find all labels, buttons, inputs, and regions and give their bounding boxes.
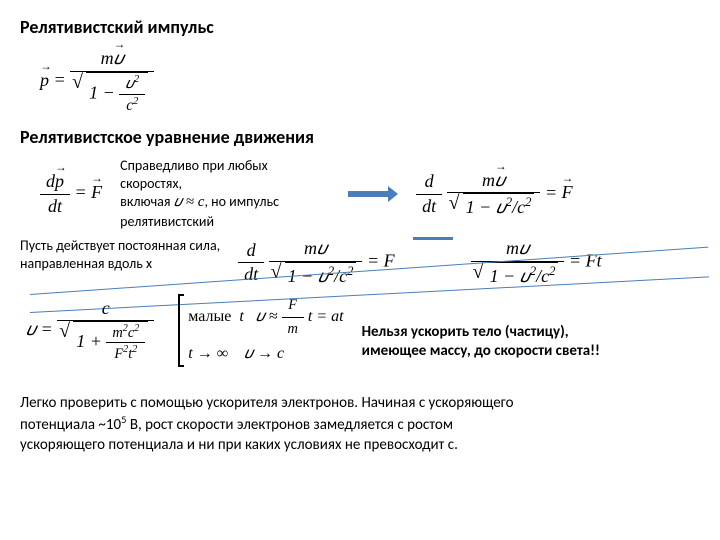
arrow-line-icon — [413, 237, 453, 240]
heading-equation-motion: Релятивистское уравнение движения — [20, 126, 700, 149]
note-constant-force: Пусть действует постоянная сила, направл… — [20, 237, 220, 273]
p-vec: p — [40, 69, 49, 92]
const-force-eq1: ddt m𝜐 1 − 𝜐2/c2 = F — [238, 237, 394, 288]
full-equation: ddt m𝜐 1 − 𝜐2/c2 = F — [416, 169, 572, 220]
momentum-formula: p = mm𝜐𝜐 1 − 𝜐2 c2 — [40, 47, 700, 115]
equation-of-motion-row: dp dt = F Справедливо при любых скоростя… — [20, 157, 700, 231]
solution-section: 𝜐 = c 1 + m2c2 F2t2 малые t 𝜐 ≈ Fm t = a… — [20, 294, 700, 384]
note-any-speed: Справедливо при любых скоростях, включая… — [120, 157, 330, 231]
cannot-accelerate: Нельзя ускорить тело (частицу), имеющее … — [362, 323, 600, 362]
cases-bracket: малые t 𝜐 ≈ Fm t = at t → ∞ 𝜐 → c — [178, 294, 343, 367]
constant-force-row: Пусть действует постоянная сила, направл… — [20, 237, 700, 288]
arrow-icon — [348, 190, 398, 198]
dpdt-formula: dp dt = F — [40, 170, 102, 218]
v-solution: 𝜐 = c 1 + m2c2 F2t2 — [26, 297, 154, 364]
final-paragraph: Легко проверить с помощью ускорителя эле… — [20, 394, 700, 456]
heading-momentum: Релятивистский импульс — [20, 16, 700, 39]
